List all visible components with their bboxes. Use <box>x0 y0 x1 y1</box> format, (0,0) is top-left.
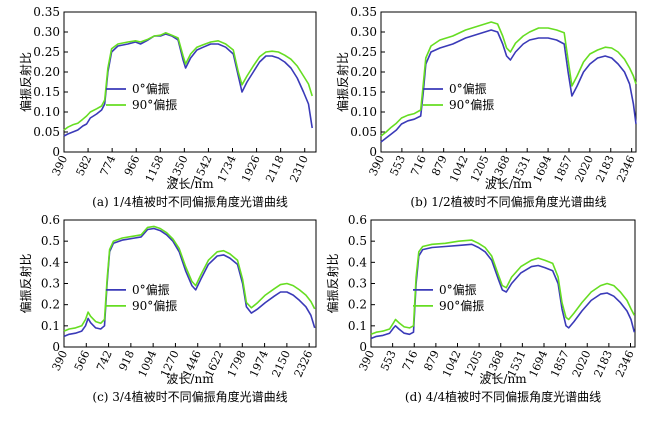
x-tick-label: 2150 <box>269 348 293 379</box>
y-tick-label: 0.35 <box>33 5 60 19</box>
series-line-pol-0 <box>380 29 637 143</box>
legend-label: 90°偏振 <box>132 298 177 313</box>
y-tick-label: 0.05 <box>33 125 60 139</box>
x-tick-label: 2020 <box>572 153 596 184</box>
series-line-pol-90 <box>63 31 313 131</box>
x-axis-title: 波长/nm <box>166 177 214 191</box>
y-axis-title: 偏振反射比 <box>335 52 350 112</box>
x-tick-label: 1974 <box>247 348 271 379</box>
legend-label: 90°偏振 <box>439 298 484 313</box>
y-tick-label: 0.3 <box>41 277 60 291</box>
y-tick-label: 0.25 <box>33 45 60 59</box>
y-tick-label: 0.30 <box>33 25 60 39</box>
x-tick-label: 2118 <box>263 153 287 184</box>
y-tick-label: 0.20 <box>350 65 377 79</box>
panel-caption: (a) 1/4植被时不同偏振角度光谱曲线 <box>92 194 288 209</box>
x-tick-label: 2183 <box>593 153 617 184</box>
series-line-pol-90 <box>380 21 637 137</box>
x-axis-title: 波长/nm <box>479 372 527 386</box>
panel-caption: (b) 1/2植被时不同偏振角度光谱曲线 <box>410 194 606 209</box>
y-tick-label: 0.30 <box>350 25 377 39</box>
x-tick-label: 879 <box>429 153 450 178</box>
x-tick-label: 2183 <box>591 348 615 379</box>
x-tick-label: 1042 <box>440 348 464 379</box>
legend-label: 0°偏振 <box>449 81 487 96</box>
x-tick-label: 1857 <box>552 153 576 184</box>
panel-caption: (d) 4/4植被时不同偏振角度光谱曲线 <box>405 389 601 404</box>
y-tick-label: 0 <box>359 340 367 354</box>
x-tick-label: 1734 <box>215 153 239 184</box>
y-tick-label: 0.4 <box>41 255 60 269</box>
legend-label: 90°偏振 <box>449 97 494 112</box>
x-tick-label: 716 <box>408 153 429 178</box>
y-tick-label: 0.15 <box>33 85 60 99</box>
x-tick-label: 2346 <box>613 348 637 379</box>
x-tick-label: 582 <box>74 153 95 178</box>
y-tick-label: 0.2 <box>348 298 367 312</box>
y-tick-label: 0.10 <box>33 105 60 119</box>
panel-caption: (c) 3/4植被时不同偏振角度光谱曲线 <box>92 389 287 404</box>
legend-label: 0°偏振 <box>132 81 170 96</box>
y-tick-label: 0 <box>52 340 60 354</box>
x-tick-label: 1094 <box>136 348 160 379</box>
x-tick-label: 716 <box>400 348 421 373</box>
y-tick-label: 0.3 <box>348 277 367 291</box>
plot-frame <box>380 11 637 153</box>
x-tick-label: 1694 <box>527 348 551 379</box>
y-tick-label: 0.20 <box>33 65 60 79</box>
y-tick-label: 0.4 <box>348 255 367 269</box>
x-tick-label: 774 <box>98 153 119 178</box>
y-tick-label: 0 <box>52 145 60 159</box>
y-tick-label: 0.15 <box>350 85 377 99</box>
y-tick-label: 0.6 <box>348 213 367 227</box>
x-tick-label: 1158 <box>143 153 167 184</box>
series-line-pol-90 <box>63 225 316 332</box>
x-tick-label: 1042 <box>447 153 471 184</box>
y-axis-title: 偏振反射比 <box>325 253 340 313</box>
x-tick-label: 2020 <box>570 348 594 379</box>
y-tick-label: 0.2 <box>41 298 60 312</box>
y-tick-label: 0.5 <box>41 234 60 248</box>
y-tick-label: 0.6 <box>41 213 60 227</box>
y-tick-label: 0.5 <box>348 234 367 248</box>
x-tick-label: 742 <box>94 348 115 373</box>
x-tick-label: 566 <box>72 348 93 373</box>
x-tick-label: 1857 <box>548 348 572 379</box>
y-axis-title: 偏振反射比 <box>18 52 33 112</box>
x-tick-label: 918 <box>116 348 137 373</box>
x-tick-label: 966 <box>122 153 143 178</box>
x-tick-label: 1926 <box>239 153 263 184</box>
y-tick-label: 0.25 <box>350 45 377 59</box>
series-line-pol-90 <box>370 239 636 336</box>
x-tick-label: 1798 <box>225 348 249 379</box>
y-tick-label: 0.1 <box>348 319 367 333</box>
y-tick-label: 0 <box>369 145 377 159</box>
x-axis-title: 波长/nm <box>485 177 533 191</box>
series-line-pol-0 <box>370 243 636 340</box>
legend-label: 0°偏振 <box>132 282 170 297</box>
y-tick-label: 0.1 <box>41 319 60 333</box>
x-tick-label: 553 <box>387 153 408 178</box>
x-tick-label: 879 <box>421 348 442 373</box>
x-tick-label: 2326 <box>292 348 316 379</box>
x-tick-label: 2310 <box>287 153 311 184</box>
x-tick-label: 553 <box>378 348 399 373</box>
series-line-pol-0 <box>63 33 313 137</box>
plot-frame <box>63 11 317 153</box>
y-tick-label: 0.05 <box>350 125 377 139</box>
x-axis-title: 波长/nm <box>166 372 214 386</box>
y-tick-label: 0.10 <box>350 105 377 119</box>
y-tick-label: 0.35 <box>350 5 377 19</box>
x-tick-label: 1694 <box>531 153 555 184</box>
legend-label: 0°偏振 <box>439 282 477 297</box>
x-tick-label: 2346 <box>614 153 638 184</box>
legend-label: 90°偏振 <box>132 97 177 112</box>
series-line-pol-0 <box>63 227 316 338</box>
y-axis-title: 偏振反射比 <box>18 253 33 313</box>
